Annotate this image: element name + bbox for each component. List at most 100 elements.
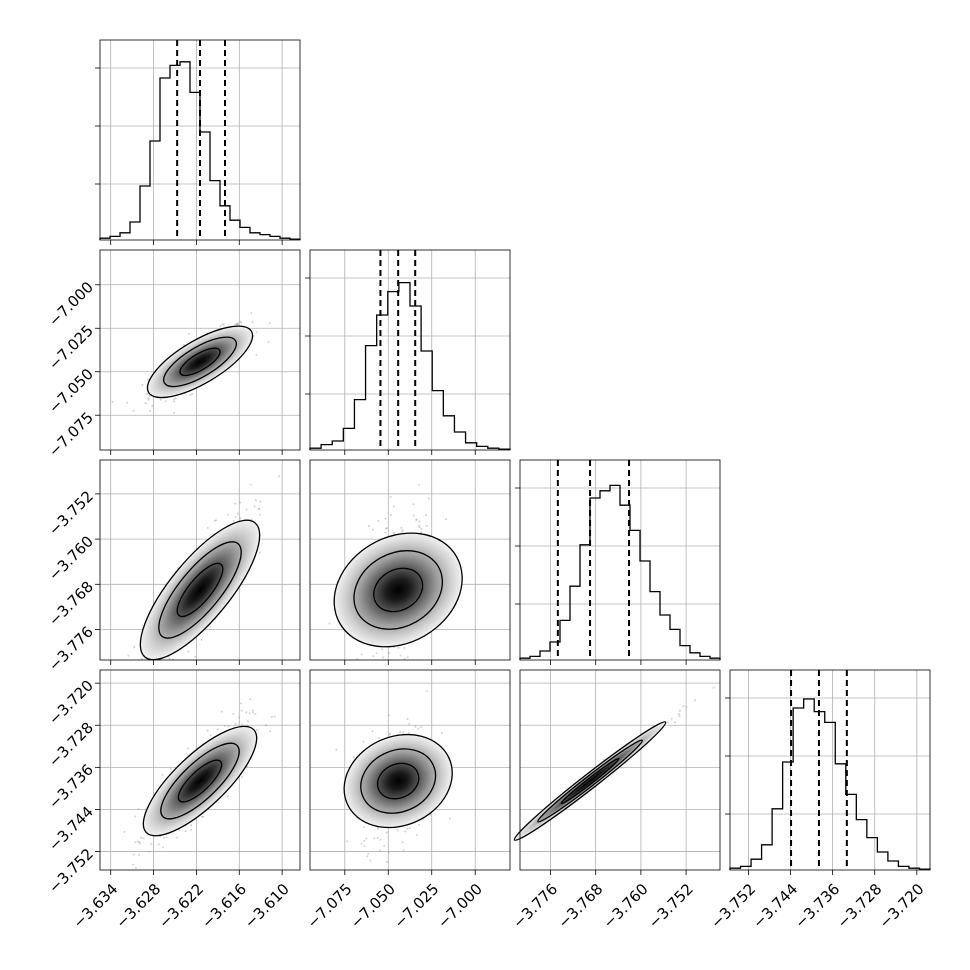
scatter-point [226, 795, 229, 798]
scatter-point [415, 518, 418, 521]
scatter-point [255, 331, 258, 334]
scatter-point [147, 398, 150, 401]
scatter-point [249, 483, 252, 486]
scatter-point [248, 712, 251, 715]
density-contour-middle [163, 336, 237, 388]
scatter-point [138, 842, 141, 845]
scatter-point [412, 514, 415, 517]
y-tick-label: −7.075 [45, 408, 97, 460]
scatter-point [399, 731, 402, 734]
panel-frame [309, 669, 511, 871]
histogram-step [729, 698, 931, 870]
scatter-point [412, 503, 415, 506]
scatter-point [384, 517, 387, 520]
scatter-point [234, 323, 237, 326]
scatter-point [209, 734, 212, 737]
scatter-point [670, 717, 673, 720]
scatter-point [445, 518, 448, 521]
density-contour-middle [537, 739, 643, 823]
scatter-point [377, 519, 380, 522]
scatter-point [232, 712, 235, 715]
scatter-point [251, 709, 254, 712]
scatter-point [362, 740, 365, 743]
scatter-point [235, 323, 238, 326]
x-tick-label: −3.728 [834, 880, 886, 932]
panel-frame [99, 249, 301, 451]
scatter-point [396, 829, 399, 832]
scatter-point [147, 397, 150, 400]
scatter-point [184, 830, 187, 832]
scatter-point [417, 824, 420, 826]
scatter-point [240, 775, 243, 778]
scatter-point [414, 725, 417, 728]
scatter-point [168, 657, 171, 660]
scatter-point [259, 500, 262, 503]
scatter-point [173, 398, 176, 401]
scatter-point [200, 815, 203, 818]
scatter-point [140, 658, 143, 661]
scatter-point [213, 519, 216, 522]
scatter-point [159, 398, 162, 401]
scatter-point [426, 524, 428, 527]
scatter-point [416, 834, 418, 836]
scatter-point [335, 748, 338, 751]
scatter-point [677, 713, 680, 716]
scatter-point [150, 843, 153, 846]
scatter-point [425, 514, 428, 517]
scatter-point [694, 699, 697, 702]
scatter-point [162, 846, 165, 849]
scatter-point [417, 727, 420, 730]
scatter-point [376, 837, 379, 839]
scatter-point [383, 844, 386, 847]
density-contour-outer [343, 733, 453, 829]
scatter-point [418, 520, 421, 523]
scatter-point [219, 324, 222, 327]
scatter-point [190, 828, 193, 831]
scatter-point [236, 322, 239, 325]
x-tick-label: −7.025 [391, 880, 443, 932]
panel-frame [99, 459, 301, 661]
scatter-point [397, 646, 400, 649]
scatter-point [220, 710, 223, 713]
panel-frame [99, 669, 301, 871]
scatter-point [363, 839, 366, 842]
x-tick-label: −3.760 [600, 880, 652, 932]
scatter-point [252, 711, 254, 714]
x-tick-label: −3.720 [876, 880, 928, 932]
x-tick-label: −7.050 [347, 880, 399, 932]
scatter-point [146, 393, 149, 396]
scatter-point [250, 518, 253, 521]
scatter-point [245, 711, 248, 714]
scatter-point [163, 836, 166, 839]
scatter-panel-3-2: −3.776−3.768−3.760−3.752 [509, 669, 721, 932]
scatter-point [426, 690, 429, 693]
scatter-point [239, 501, 242, 504]
scatter-point [368, 525, 371, 528]
scatter-point [251, 321, 254, 323]
scatter-point [169, 767, 172, 770]
scatter-point [678, 709, 681, 712]
panel-background [520, 670, 720, 870]
density-contour-inner [177, 759, 223, 803]
scatter-point [190, 824, 193, 827]
scatter-point [273, 715, 276, 718]
scatter-point [134, 867, 137, 869]
scatter-point [440, 732, 443, 734]
scatter-point [222, 323, 225, 326]
density-contour-inner [373, 567, 424, 613]
scatter-point [269, 730, 272, 733]
scatter-point [250, 312, 253, 314]
scatter-point [267, 340, 270, 343]
scatter-point [164, 400, 167, 403]
scatter-point [366, 855, 369, 858]
panel-background [310, 250, 510, 450]
histogram-panel-3: −3.752−3.744−3.736−3.728−3.720 [707, 669, 931, 932]
scatter-point [678, 715, 681, 718]
scatter-point [448, 817, 451, 820]
scatter-point [258, 508, 261, 511]
scatter-point [257, 507, 260, 510]
scatter-point [216, 728, 219, 731]
scatter-point [328, 622, 331, 625]
panel-frame [519, 669, 721, 871]
scatter-point [240, 709, 243, 712]
